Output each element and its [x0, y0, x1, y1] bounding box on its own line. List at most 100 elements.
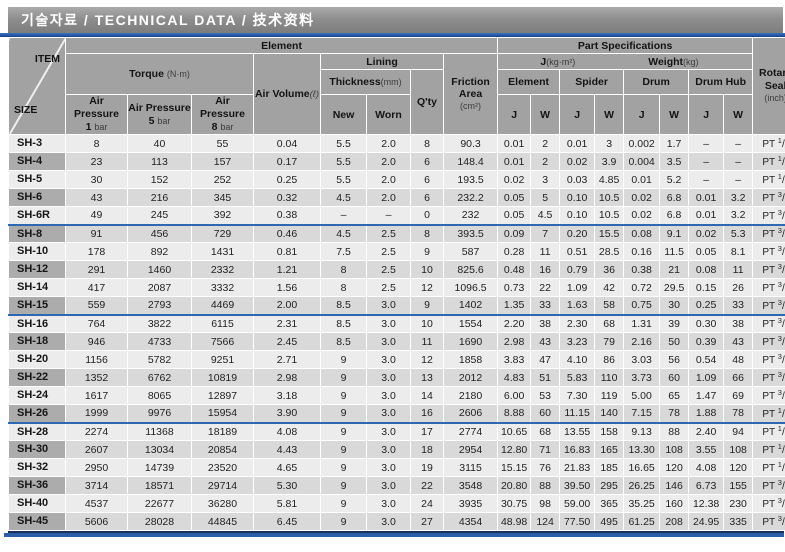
qty-cell: 6 [410, 170, 444, 190]
drum-w-cell: 120 [659, 458, 690, 478]
torque-8bar-cell: 345 [191, 188, 254, 208]
spider-j-cell: 1.63 [559, 296, 596, 316]
size-cell: SH-30 [8, 440, 66, 460]
torque-8bar-cell: 23520 [191, 458, 254, 478]
air-volume-cell: 5.81 [253, 494, 321, 514]
qty-cell: 11 [410, 332, 444, 352]
qty-cell: 9 [410, 242, 444, 262]
element-w-cell: 3 [530, 170, 561, 190]
drum-w-cell: 39 [659, 313, 690, 334]
size-cell: SH-5 [8, 170, 66, 190]
friction-area-cell: 2954 [442, 440, 499, 460]
air-volume-cell: 4.08 [253, 421, 321, 442]
lining-new-cell: 9 [320, 350, 367, 370]
element-j-cell: 1.35 [497, 296, 532, 316]
torque-8bar-cell: 20854 [191, 440, 254, 460]
spider-j-cell: 11.15 [559, 404, 596, 424]
element-j-cell: 2.20 [497, 313, 532, 334]
friction-area-header: Friction Area (cm²) [442, 52, 499, 136]
element-group-header: Element [64, 37, 499, 54]
qty-cell: 8 [410, 134, 444, 154]
air-volume-cell: 2.45 [253, 332, 321, 352]
spider-j-cell: 59.00 [559, 494, 596, 514]
air-volume-cell: 3.90 [253, 404, 321, 424]
rotary-seal-unit: (inch) [764, 93, 785, 104]
air-volume-cell: 0.38 [253, 206, 321, 226]
spider-w-cell: 3 [594, 134, 625, 154]
drum-w-cell: 65 [659, 386, 690, 406]
qty-cell: 24 [410, 494, 444, 514]
torque-header: Torque (N·m) [65, 53, 254, 95]
size-cell: SH-10 [8, 242, 66, 262]
rotary-seal-cell: PT 3/8 [752, 332, 785, 352]
rotary-seal-cell: PT 1/4 [752, 134, 785, 154]
spider-w-cell: 495 [594, 512, 625, 532]
friction-area-cell: 4354 [442, 512, 499, 532]
lining-worn-cell: 3.0 [366, 332, 411, 352]
rotary-seal-cell: PT 3/8 [752, 350, 785, 370]
element-j-cell: 0.05 [497, 188, 532, 208]
qty-cell: 19 [410, 458, 444, 478]
qty-cell: 14 [410, 386, 444, 406]
air-volume-cell: 5.30 [253, 476, 321, 496]
torque-1bar-cell: 559 [65, 296, 128, 316]
drumhub-j-cell: 0.01 [688, 206, 725, 226]
torque-5bar-cell: 245 [127, 206, 192, 226]
lining-new-cell: 9 [320, 386, 367, 406]
element-j-cell: 4.83 [497, 368, 532, 388]
air-volume-cell: 2.71 [253, 350, 321, 370]
spider-w-cell: 10.5 [594, 188, 625, 208]
drum-j-cell: 3.03 [623, 350, 661, 370]
lining-worn-cell: 3.0 [366, 296, 411, 316]
torque-1bar-cell: 2607 [65, 440, 128, 460]
size-cell: SH-16 [8, 313, 66, 334]
spider-w-cell: 42 [594, 278, 625, 298]
drum-w-cell: 3.5 [659, 152, 690, 172]
drumhub-j-cell: 1.09 [688, 368, 725, 388]
drumhub-w-cell: 66 [723, 368, 754, 388]
lining-new-cell: 9 [320, 421, 367, 442]
torque-1bar-cell: 764 [65, 313, 128, 334]
spec-element-header: Element [497, 69, 561, 95]
drum-j-cell: 13.30 [623, 440, 661, 460]
spider-j-cell: 0.10 [559, 206, 596, 226]
table-row: SH-20 1156 5782 9251 2.71 9 3.0 12 1858 3.83 47 4.1… [8, 350, 785, 370]
drumhub-j-cell: 0.15 [688, 278, 725, 298]
torque-8bar-cell: 15954 [191, 404, 254, 424]
table-row: SH-3 8 40 55 0.04 5.5 2.0 8 90.3 0.01 2 0.01 3 0.002 1… [8, 134, 785, 154]
lining-worn-cell: 3.0 [366, 313, 411, 334]
drumhub-w-cell: 48 [723, 350, 754, 370]
torque-1bar-cell: 2950 [65, 458, 128, 478]
torque-5bar-cell: 13034 [127, 440, 192, 460]
drumhub-w-cell: 3.2 [723, 188, 754, 208]
torque-1bar-cell: 4537 [65, 494, 128, 514]
element-w-cell: 38 [530, 313, 561, 334]
lining-new-cell: 9 [320, 476, 367, 496]
element-w-cell: 124 [530, 512, 561, 532]
spider-w-cell: 79 [594, 332, 625, 352]
drum-j-cell: 3.73 [623, 368, 661, 388]
j-weight-header: J(kg·m²) Weight(kg) [497, 53, 754, 70]
lining-new-cell: 7.5 [320, 242, 367, 262]
element-j-cell: 0.09 [497, 223, 532, 244]
element-w-cell: 98 [530, 494, 561, 514]
table-body: SH-3 8 40 55 0.04 5.5 2.0 8 90.3 0.01 2 0.01 3 0.002 1… [8, 134, 785, 532]
drumhub-w-cell: 230 [723, 494, 754, 514]
drumhub-j-cell: 2.40 [688, 421, 725, 442]
element-w-cell: 43 [530, 332, 561, 352]
torque-1bar-cell: 178 [65, 242, 128, 262]
friction-area-cell: 90.3 [442, 134, 499, 154]
lining-new-cell: 9 [320, 512, 367, 532]
torque-8bar-cell: 6115 [191, 313, 254, 334]
table-row: SH-6 43 216 345 0.32 4.5 2.0 6 232.2 0.05 5 0.10 10.… [8, 188, 785, 208]
qty-cell: 27 [410, 512, 444, 532]
torque-5bar-cell: 18571 [127, 476, 192, 496]
torque-5bar-cell: 14739 [127, 458, 192, 478]
lining-worn-cell: 3.0 [366, 512, 411, 532]
element-w-cell: 33 [530, 296, 561, 316]
friction-area-line2: Area [458, 88, 483, 101]
spider-w-cell: 36 [594, 260, 625, 280]
drumhub-w-cell: 5.3 [723, 223, 754, 244]
qty-cell: 18 [410, 440, 444, 460]
torque-5bar-cell: 456 [127, 223, 192, 244]
